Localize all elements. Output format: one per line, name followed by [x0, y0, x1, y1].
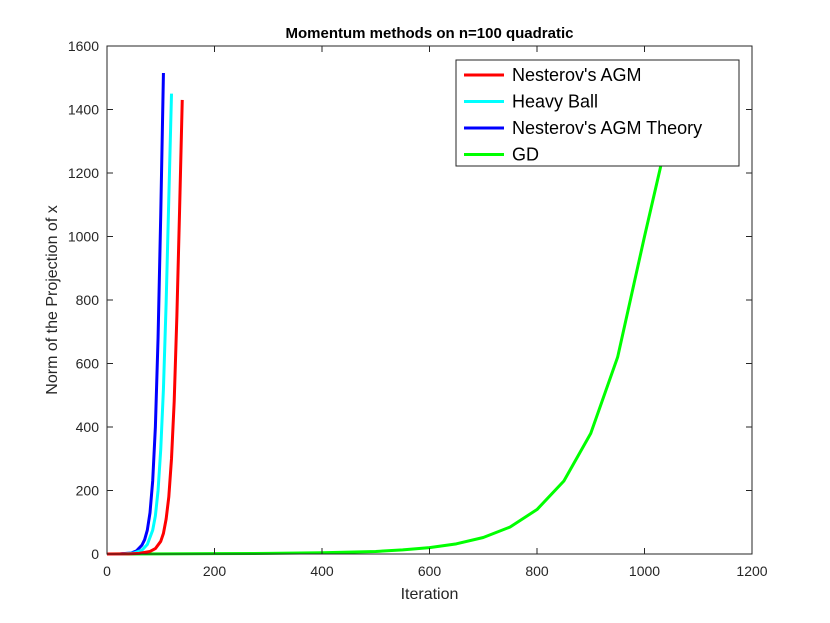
- legend: Nesterov's AGM Heavy Ball Nesterov's AGM T…: [455, 59, 740, 167]
- x-tick-label: 200: [203, 563, 227, 579]
- ticks-layer: 0 200 400 600 800 1000 1200 0 200 400 600 800 1000 12…: [68, 38, 768, 579]
- y-axis-label: Norm of the Projection of x: [44, 205, 61, 394]
- legend-label-nesterov-s-agm-theory: Nesterov's AGM Theory: [512, 118, 702, 138]
- series-line-gd: [106, 109, 673, 556]
- x-tick-label: 600: [418, 563, 442, 579]
- legend-label-nesterov-s-agm: Nesterov's AGM: [512, 65, 641, 85]
- y-tick-label: 1000: [68, 229, 99, 245]
- y-tick-label: 1200: [68, 165, 99, 181]
- chart-title: Momentum methods on n=100 quadratic: [286, 25, 574, 42]
- legend-label-gd: GD: [512, 145, 539, 165]
- y-tick-label: 0: [91, 546, 99, 562]
- x-tick-label: 0: [103, 563, 111, 579]
- x-tick-label: 1000: [629, 563, 660, 579]
- series-layer: [106, 72, 673, 556]
- legend-box: [455, 59, 740, 167]
- y-tick-label: 1600: [68, 38, 99, 54]
- y-tick-label: 1400: [68, 102, 99, 118]
- x-tick-label: 800: [525, 563, 549, 579]
- y-tick-label: 200: [76, 483, 100, 499]
- x-tick-label: 400: [310, 563, 334, 579]
- x-tick-label: 1200: [736, 563, 767, 579]
- y-tick-label: 400: [76, 419, 100, 435]
- legend-label-heavy-ball: Heavy Ball: [512, 92, 598, 112]
- y-tick-label: 600: [76, 356, 100, 372]
- series-line-nesterov-s-agm: [106, 99, 184, 556]
- x-axis-label: Iteration: [401, 586, 459, 603]
- y-tick-label: 800: [76, 292, 100, 308]
